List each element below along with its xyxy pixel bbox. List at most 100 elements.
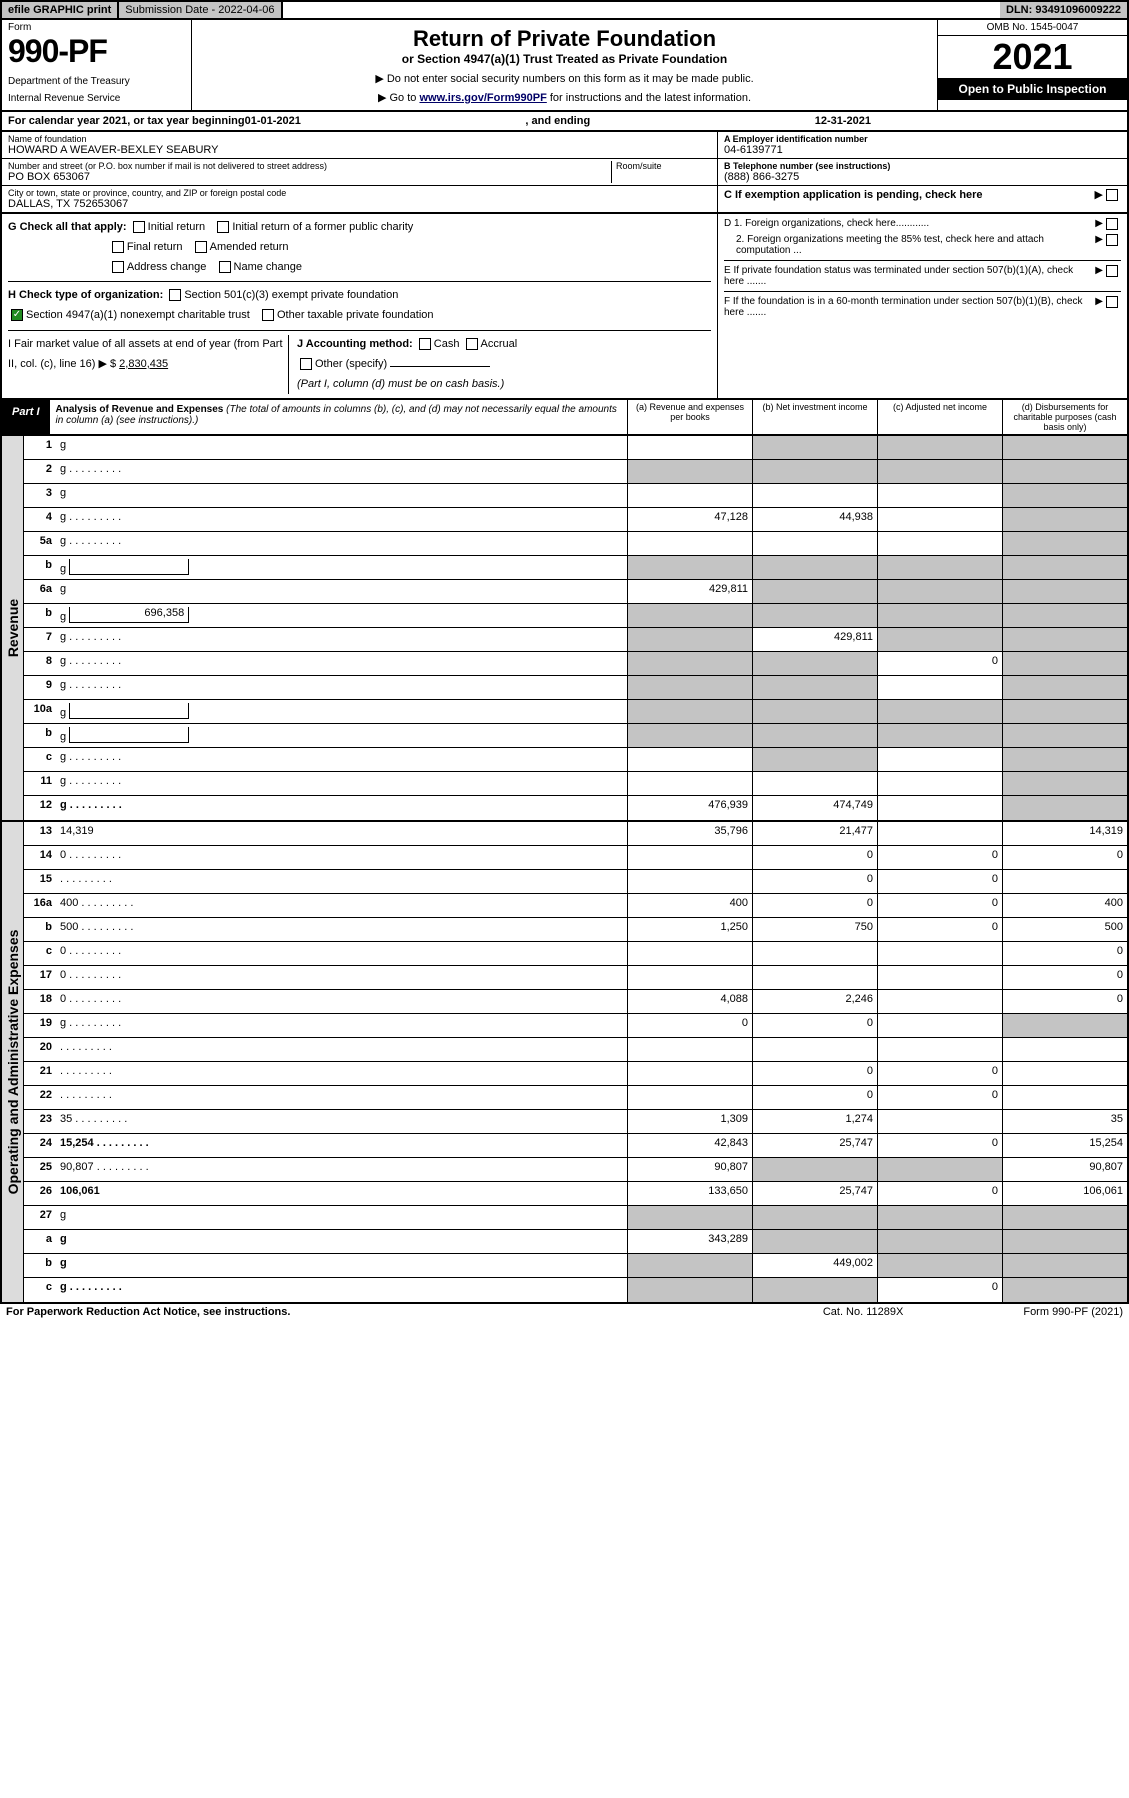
line-description: g . . . . . . . . . bbox=[56, 1278, 627, 1302]
cell-b bbox=[752, 1158, 877, 1181]
cell-a: 343,289 bbox=[627, 1230, 752, 1253]
line-number: 24 bbox=[24, 1134, 56, 1157]
cell-a bbox=[627, 966, 752, 989]
accrual-checkbox[interactable] bbox=[466, 338, 478, 350]
line-description: g bbox=[56, 1230, 627, 1253]
cell-c: 0 bbox=[877, 1182, 1002, 1205]
table-row: 7g . . . . . . . . .429,811 bbox=[24, 628, 1127, 652]
cell-a: 429,811 bbox=[627, 580, 752, 603]
form990pf-link[interactable]: www.irs.gov/Form990PF bbox=[419, 92, 546, 104]
col-d-header: (d) Disbursements for charitable purpose… bbox=[1002, 400, 1127, 434]
d1-checkbox[interactable] bbox=[1106, 218, 1118, 230]
cell-d bbox=[1002, 556, 1127, 579]
line-description: 500 . . . . . . . . . bbox=[56, 918, 627, 941]
amended-return-checkbox[interactable] bbox=[195, 241, 207, 253]
name-change-checkbox[interactable] bbox=[219, 261, 231, 273]
cell-c bbox=[877, 436, 1002, 459]
cell-a: 476,939 bbox=[627, 796, 752, 820]
cell-c bbox=[877, 772, 1002, 795]
cell-b bbox=[752, 532, 877, 555]
cell-a bbox=[627, 1062, 752, 1085]
cash-checkbox[interactable] bbox=[419, 338, 431, 350]
4947a1-checkbox[interactable] bbox=[11, 309, 23, 321]
initial-return-checkbox[interactable] bbox=[133, 221, 145, 233]
final-return-checkbox[interactable] bbox=[112, 241, 124, 253]
table-row: 15 . . . . . . . . .00 bbox=[24, 870, 1127, 894]
e-checkbox[interactable] bbox=[1106, 265, 1118, 277]
d2-checkbox[interactable] bbox=[1106, 234, 1118, 246]
line-number: 16a bbox=[24, 894, 56, 917]
cell-d: 0 bbox=[1002, 966, 1127, 989]
cell-c bbox=[877, 1110, 1002, 1133]
table-row: 170 . . . . . . . . .0 bbox=[24, 966, 1127, 990]
line-number: 5a bbox=[24, 532, 56, 555]
form-footer: Form 990-PF (2021) bbox=[1023, 1306, 1123, 1318]
tax-year: 2021 bbox=[938, 36, 1127, 78]
cell-b: 0 bbox=[752, 894, 877, 917]
line-number: 9 bbox=[24, 676, 56, 699]
table-row: 5ag . . . . . . . . . bbox=[24, 532, 1127, 556]
cat-no: Cat. No. 11289X bbox=[823, 1306, 904, 1318]
cell-d bbox=[1002, 1038, 1127, 1061]
address-change-checkbox[interactable] bbox=[112, 261, 124, 273]
line-number: b bbox=[24, 724, 56, 747]
table-row: 6ag429,811 bbox=[24, 580, 1127, 604]
cell-d bbox=[1002, 1254, 1127, 1277]
cal-pre: For calendar year 2021, or tax year begi… bbox=[8, 115, 245, 127]
line-description: 0 . . . . . . . . . bbox=[56, 846, 627, 869]
cell-d bbox=[1002, 1062, 1127, 1085]
cell-c bbox=[877, 796, 1002, 820]
arrow-icon: ▶ bbox=[1095, 265, 1103, 276]
line-description: g bbox=[56, 556, 627, 579]
dln: DLN: 93491096009222 bbox=[1000, 2, 1127, 18]
line-description: g . . . . . . . . . bbox=[56, 628, 627, 651]
cell-a: 1,309 bbox=[627, 1110, 752, 1133]
cell-c bbox=[877, 556, 1002, 579]
line-number: b bbox=[24, 556, 56, 579]
line-description: g bbox=[56, 724, 627, 747]
line-number: 14 bbox=[24, 846, 56, 869]
form-subtitle: or Section 4947(a)(1) Trust Treated as P… bbox=[198, 52, 931, 66]
f-label: F If the foundation is in a 60-month ter… bbox=[724, 296, 1095, 318]
table-row: 27g bbox=[24, 1206, 1127, 1230]
cell-a bbox=[627, 1206, 752, 1229]
501c3-checkbox[interactable] bbox=[169, 289, 181, 301]
table-row: 16a400 . . . . . . . . .40000400 bbox=[24, 894, 1127, 918]
phone-label: B Telephone number (see instructions) bbox=[724, 161, 1121, 171]
cell-b: 0 bbox=[752, 846, 877, 869]
line-number: 7 bbox=[24, 628, 56, 651]
other-method-checkbox[interactable] bbox=[300, 358, 312, 370]
cell-d bbox=[1002, 1230, 1127, 1253]
e-label: E If private foundation status was termi… bbox=[724, 265, 1095, 287]
initial-former-checkbox[interactable] bbox=[217, 221, 229, 233]
line-description: 0 . . . . . . . . . bbox=[56, 990, 627, 1013]
h-label: H Check type of organization: bbox=[8, 289, 163, 301]
line-number: 21 bbox=[24, 1062, 56, 1085]
line-number: b bbox=[24, 918, 56, 941]
cell-c bbox=[877, 1254, 1002, 1277]
cell-d bbox=[1002, 1014, 1127, 1037]
cell-c bbox=[877, 676, 1002, 699]
link-note: ▶ Go to www.irs.gov/Form990PF for instru… bbox=[198, 91, 931, 104]
cell-a bbox=[627, 846, 752, 869]
cell-c: 0 bbox=[877, 918, 1002, 941]
f-checkbox[interactable] bbox=[1106, 296, 1118, 308]
pending-checkbox[interactable] bbox=[1106, 189, 1118, 201]
cell-d bbox=[1002, 508, 1127, 531]
other-taxable-checkbox[interactable] bbox=[262, 309, 274, 321]
cell-c: 0 bbox=[877, 652, 1002, 675]
foundation-city: DALLAS, TX 752653067 bbox=[8, 198, 711, 210]
line-description: g bbox=[56, 1254, 627, 1277]
cell-b bbox=[752, 1230, 877, 1253]
cell-d bbox=[1002, 724, 1127, 747]
col-b-header: (b) Net investment income bbox=[752, 400, 877, 434]
part1-tag: Part I bbox=[2, 400, 50, 434]
cell-d: 15,254 bbox=[1002, 1134, 1127, 1157]
line-number: 15 bbox=[24, 870, 56, 893]
cell-c: 0 bbox=[877, 1062, 1002, 1085]
name-label: Name of foundation bbox=[8, 134, 711, 144]
line-description: g 696,358 bbox=[56, 604, 627, 627]
fmv-value: 2,830,435 bbox=[119, 358, 168, 370]
cell-b bbox=[752, 484, 877, 507]
line-number: c bbox=[24, 942, 56, 965]
